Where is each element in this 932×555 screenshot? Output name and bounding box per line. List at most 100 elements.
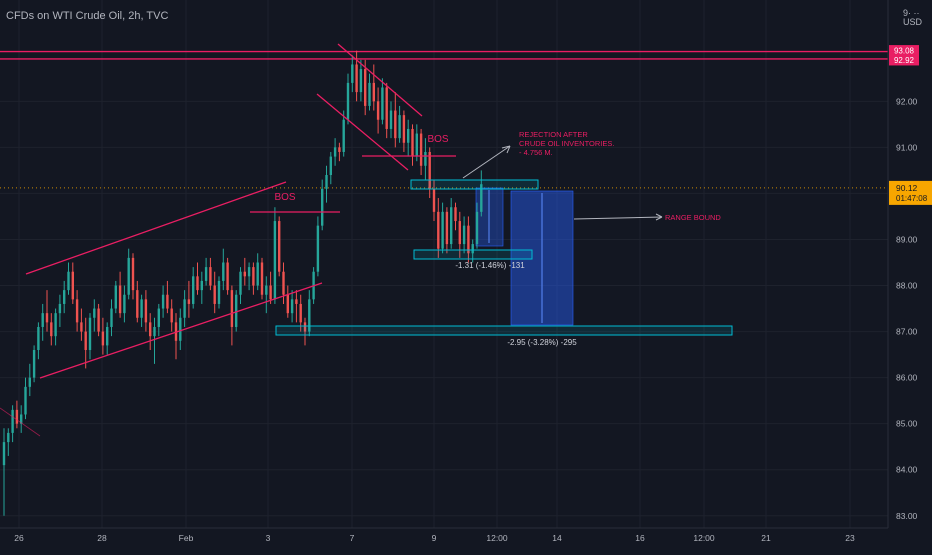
- candle-body[interactable]: [101, 331, 105, 346]
- candle-body[interactable]: [213, 285, 216, 304]
- candle-body[interactable]: [450, 207, 453, 245]
- candle-body[interactable]: [325, 175, 328, 189]
- candle-body[interactable]: [140, 299, 143, 318]
- candle-body[interactable]: [11, 409, 14, 433]
- falling-channel-lower-line[interactable]: [316, 93, 409, 171]
- candle-body[interactable]: [204, 267, 208, 281]
- candle-body[interactable]: [217, 280, 221, 304]
- candle-body[interactable]: [252, 267, 255, 286]
- candle-body[interactable]: [260, 262, 264, 295]
- candle-body[interactable]: [166, 294, 169, 309]
- candle-body[interactable]: [475, 211, 479, 245]
- channel-upper-line[interactable]: [25, 181, 287, 275]
- candle-body[interactable]: [209, 267, 212, 286]
- candle-body[interactable]: [110, 308, 113, 327]
- candle-body[interactable]: [80, 322, 83, 332]
- candle-body[interactable]: [398, 115, 401, 139]
- candle-body[interactable]: [432, 188, 436, 212]
- candle-body[interactable]: [282, 271, 285, 295]
- price-axis[interactable]: [888, 0, 932, 550]
- candle-body[interactable]: [63, 290, 66, 304]
- candle-body[interactable]: [230, 290, 234, 327]
- target-zone-box[interactable]: [275, 325, 733, 336]
- candle-body[interactable]: [376, 101, 380, 120]
- candle-body[interactable]: [7, 432, 10, 443]
- candle-body[interactable]: [114, 285, 117, 309]
- candle-body[interactable]: [338, 147, 341, 152]
- candle-body[interactable]: [247, 267, 251, 277]
- candle-body[interactable]: [235, 294, 238, 327]
- candle-body[interactable]: [303, 322, 307, 332]
- candle-body[interactable]: [28, 377, 31, 387]
- candle-body[interactable]: [359, 69, 363, 93]
- candle-body[interactable]: [131, 257, 135, 291]
- candle-body[interactable]: [170, 308, 173, 323]
- candle-body[interactable]: [273, 221, 277, 300]
- candle-body[interactable]: [441, 211, 444, 249]
- candle-body[interactable]: [20, 414, 23, 424]
- candle-body[interactable]: [106, 326, 109, 346]
- candle-body[interactable]: [58, 303, 62, 314]
- rejection-zone-box[interactable]: [410, 179, 539, 190]
- candle-body[interactable]: [179, 317, 182, 341]
- candle-body[interactable]: [239, 271, 242, 295]
- candle-body[interactable]: [222, 262, 225, 281]
- candle-body[interactable]: [467, 225, 470, 254]
- candle-body[interactable]: [407, 128, 410, 143]
- candle-body[interactable]: [71, 271, 74, 300]
- candle-body[interactable]: [471, 244, 474, 254]
- candle-body[interactable]: [329, 156, 332, 175]
- candle-body[interactable]: [308, 299, 311, 332]
- candle-body[interactable]: [290, 299, 294, 314]
- candle-body[interactable]: [256, 262, 259, 286]
- range-low-box[interactable]: [413, 249, 533, 260]
- candle-body[interactable]: [333, 147, 337, 157]
- candle-body[interactable]: [84, 331, 87, 350]
- candle-body[interactable]: [381, 87, 384, 120]
- candle-body[interactable]: [265, 285, 268, 295]
- candle-body[interactable]: [32, 350, 36, 378]
- candle-body[interactable]: [299, 303, 302, 323]
- candle-body[interactable]: [454, 207, 457, 222]
- candle-body[interactable]: [286, 294, 289, 314]
- candle-body[interactable]: [153, 326, 156, 337]
- candle-body[interactable]: [355, 64, 358, 93]
- candle-body[interactable]: [269, 285, 272, 300]
- candle-body[interactable]: [50, 322, 53, 337]
- candle-body[interactable]: [243, 271, 246, 277]
- candle-body[interactable]: [127, 257, 130, 295]
- candle-body[interactable]: [123, 294, 126, 314]
- candle-body[interactable]: [196, 276, 199, 291]
- candle-body[interactable]: [45, 313, 49, 323]
- candle-body[interactable]: [67, 271, 70, 291]
- candle-body[interactable]: [37, 326, 40, 350]
- candle-body[interactable]: [200, 280, 203, 291]
- candle-body[interactable]: [342, 119, 345, 152]
- candle-body[interactable]: [437, 211, 440, 249]
- candle-body[interactable]: [93, 308, 96, 318]
- candle-body[interactable]: [321, 188, 324, 226]
- candle-body[interactable]: [445, 211, 449, 245]
- candle-body[interactable]: [411, 128, 414, 157]
- falling-channel-upper-line[interactable]: [337, 43, 423, 117]
- candle-body[interactable]: [480, 184, 483, 212]
- candle-body[interactable]: [351, 64, 354, 83]
- candle-body[interactable]: [394, 110, 397, 139]
- candle-body[interactable]: [368, 82, 371, 106]
- candle-body[interactable]: [41, 313, 44, 327]
- candle-body[interactable]: [385, 87, 388, 129]
- candle-body[interactable]: [419, 133, 423, 166]
- candle-body[interactable]: [415, 133, 418, 157]
- candle-body[interactable]: [187, 299, 191, 304]
- candle-body[interactable]: [54, 313, 57, 337]
- candle-body[interactable]: [226, 262, 229, 291]
- candle-body[interactable]: [149, 322, 152, 337]
- candle-body[interactable]: [97, 308, 100, 332]
- candle-body[interactable]: [402, 115, 406, 143]
- candle-body[interactable]: [389, 110, 393, 129]
- symbol-title[interactable]: CFDs on WTI Crude Oil, 2h, TVC: [6, 10, 169, 22]
- candle-body[interactable]: [372, 82, 375, 102]
- candle-body[interactable]: [424, 151, 427, 166]
